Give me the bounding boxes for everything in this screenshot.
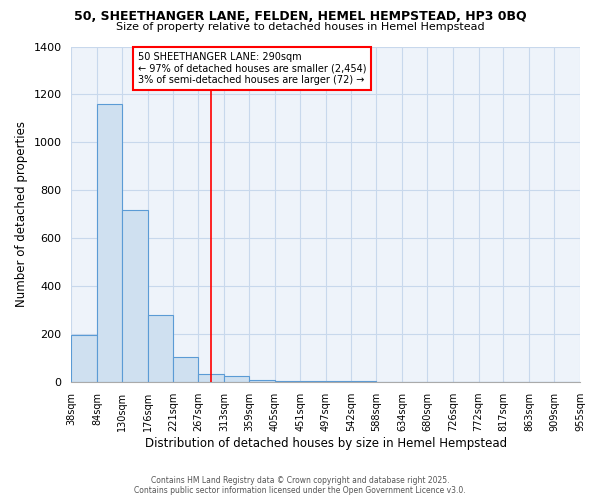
Bar	[71, 336, 97, 382]
Bar	[275, 381, 301, 382]
Bar	[173, 357, 199, 382]
Text: 50, SHEETHANGER LANE, FELDEN, HEMEL HEMPSTEAD, HP3 0BQ: 50, SHEETHANGER LANE, FELDEN, HEMEL HEMP…	[74, 10, 526, 23]
Text: Contains HM Land Registry data © Crown copyright and database right 2025.
Contai: Contains HM Land Registry data © Crown c…	[134, 476, 466, 495]
X-axis label: Distribution of detached houses by size in Hemel Hempstead: Distribution of detached houses by size …	[145, 437, 507, 450]
Bar	[351, 381, 376, 382]
Y-axis label: Number of detached properties: Number of detached properties	[15, 122, 28, 308]
Bar	[122, 210, 148, 382]
Bar	[97, 104, 122, 382]
Bar	[224, 376, 250, 382]
Bar	[326, 381, 352, 382]
Bar	[250, 380, 275, 382]
Bar	[148, 315, 173, 382]
Text: Size of property relative to detached houses in Hemel Hempstead: Size of property relative to detached ho…	[116, 22, 484, 32]
Bar	[199, 374, 224, 382]
Text: 50 SHEETHANGER LANE: 290sqm
← 97% of detached houses are smaller (2,454)
3% of s: 50 SHEETHANGER LANE: 290sqm ← 97% of det…	[137, 52, 366, 84]
Bar	[301, 381, 326, 382]
